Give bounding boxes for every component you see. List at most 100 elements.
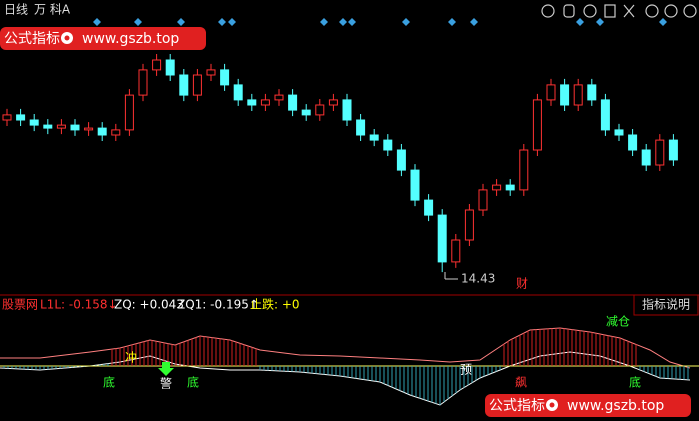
icon-lock[interactable] — [645, 4, 659, 18]
candle-body — [505, 184, 515, 191]
indicator-plot — [0, 327, 699, 406]
icon-edit[interactable] — [604, 4, 616, 18]
event-marker — [659, 18, 667, 26]
signal: 减仓 — [606, 315, 630, 329]
candle-body — [111, 129, 121, 136]
indicator-button[interactable] — [633, 294, 699, 316]
candle-body — [29, 119, 39, 126]
candle-body — [437, 214, 447, 263]
candle-body — [56, 124, 66, 129]
candle-body — [179, 74, 189, 96]
candle-body — [328, 99, 338, 106]
candle-body — [356, 119, 366, 136]
icon-zoom-in[interactable] — [664, 4, 678, 18]
candle-body — [668, 139, 678, 161]
event-marker — [134, 18, 142, 26]
event-marker — [228, 18, 236, 26]
candle-body — [383, 139, 393, 151]
signal: 冲 — [125, 350, 137, 365]
event-label: 财 — [516, 277, 528, 291]
candle-body — [560, 84, 570, 106]
indicator-zq1: ZQ1: -0.195↑ — [177, 298, 259, 312]
candle-body — [464, 209, 474, 241]
candle-body — [43, 124, 53, 129]
candle-body — [274, 94, 284, 101]
watermark-url: www.gszb.top — [567, 398, 664, 414]
candle-body — [165, 59, 175, 76]
signal: 底 — [187, 375, 199, 390]
candle-body — [519, 149, 529, 191]
stock-name: 万 科A — [34, 3, 71, 17]
icon-hand[interactable] — [563, 4, 575, 18]
watermark-dot — [64, 35, 70, 41]
icon-cut[interactable] — [623, 4, 635, 18]
candle-body — [492, 184, 502, 191]
event-marker — [320, 18, 328, 26]
period[interactable]: 日线 — [4, 3, 28, 17]
event-marker — [596, 18, 604, 26]
candle-body — [532, 99, 542, 151]
candle-body — [260, 99, 270, 106]
watermark-box — [485, 394, 691, 417]
candle-body — [478, 189, 488, 211]
watermark-box — [0, 27, 206, 50]
candle-body — [410, 169, 420, 201]
indicator-zq: ZQ: +0.043 — [114, 298, 184, 312]
candles — [2, 54, 678, 273]
candle-body — [2, 114, 12, 121]
candle-body — [315, 104, 325, 116]
candle-body — [424, 199, 434, 216]
candle-body — [451, 239, 461, 263]
candle-body — [247, 99, 257, 106]
candle-body — [587, 84, 597, 101]
event-marker — [93, 18, 101, 26]
event-marker — [448, 18, 456, 26]
candle-body — [152, 59, 162, 71]
icon-play[interactable] — [583, 4, 597, 18]
candle-body — [233, 84, 243, 101]
watermark: 公式指标 www.gszb.top — [485, 394, 691, 417]
candle-body — [655, 139, 665, 166]
event-marker — [402, 18, 410, 26]
watermark-label: 公式指标 — [4, 31, 60, 47]
candle-body — [614, 129, 624, 136]
icon-zoom-out[interactable] — [683, 4, 697, 18]
candle-body — [628, 134, 638, 151]
candle-body — [138, 69, 148, 96]
candle-body — [573, 84, 583, 106]
candle-body — [97, 127, 107, 136]
event-marker — [470, 18, 478, 26]
candle-body — [342, 99, 352, 121]
candle-body — [70, 124, 80, 131]
candle-body — [641, 149, 651, 166]
toolbar-icons — [541, 4, 697, 18]
candle-body — [84, 127, 94, 131]
event-marker — [348, 18, 356, 26]
watermark-label: 公式指标 — [489, 398, 545, 414]
event-markers — [93, 18, 667, 26]
signal: 预 — [460, 363, 472, 377]
event-marker — [339, 18, 347, 26]
event-marker — [218, 18, 226, 26]
candle-body — [396, 149, 406, 171]
indicator-stop: 止跌: +0 — [250, 297, 300, 312]
candle-body — [600, 99, 610, 131]
candle-body — [16, 114, 26, 121]
watermark: 公式指标 www.gszb.top — [0, 27, 206, 50]
event-marker — [177, 18, 185, 26]
watermark-dot — [549, 402, 555, 408]
signal: 警 — [160, 376, 172, 391]
candle-body — [220, 69, 230, 86]
indicator-button-label[interactable]: 指标说明 — [642, 297, 690, 312]
candle-body — [206, 69, 216, 76]
icon-eye[interactable] — [541, 4, 555, 18]
low-label: 14.43 — [461, 272, 495, 286]
candle-body — [301, 109, 311, 116]
signal: 飙 — [515, 375, 527, 390]
candle-body — [288, 94, 298, 111]
candle-body — [546, 84, 556, 101]
candle-body — [192, 74, 202, 96]
